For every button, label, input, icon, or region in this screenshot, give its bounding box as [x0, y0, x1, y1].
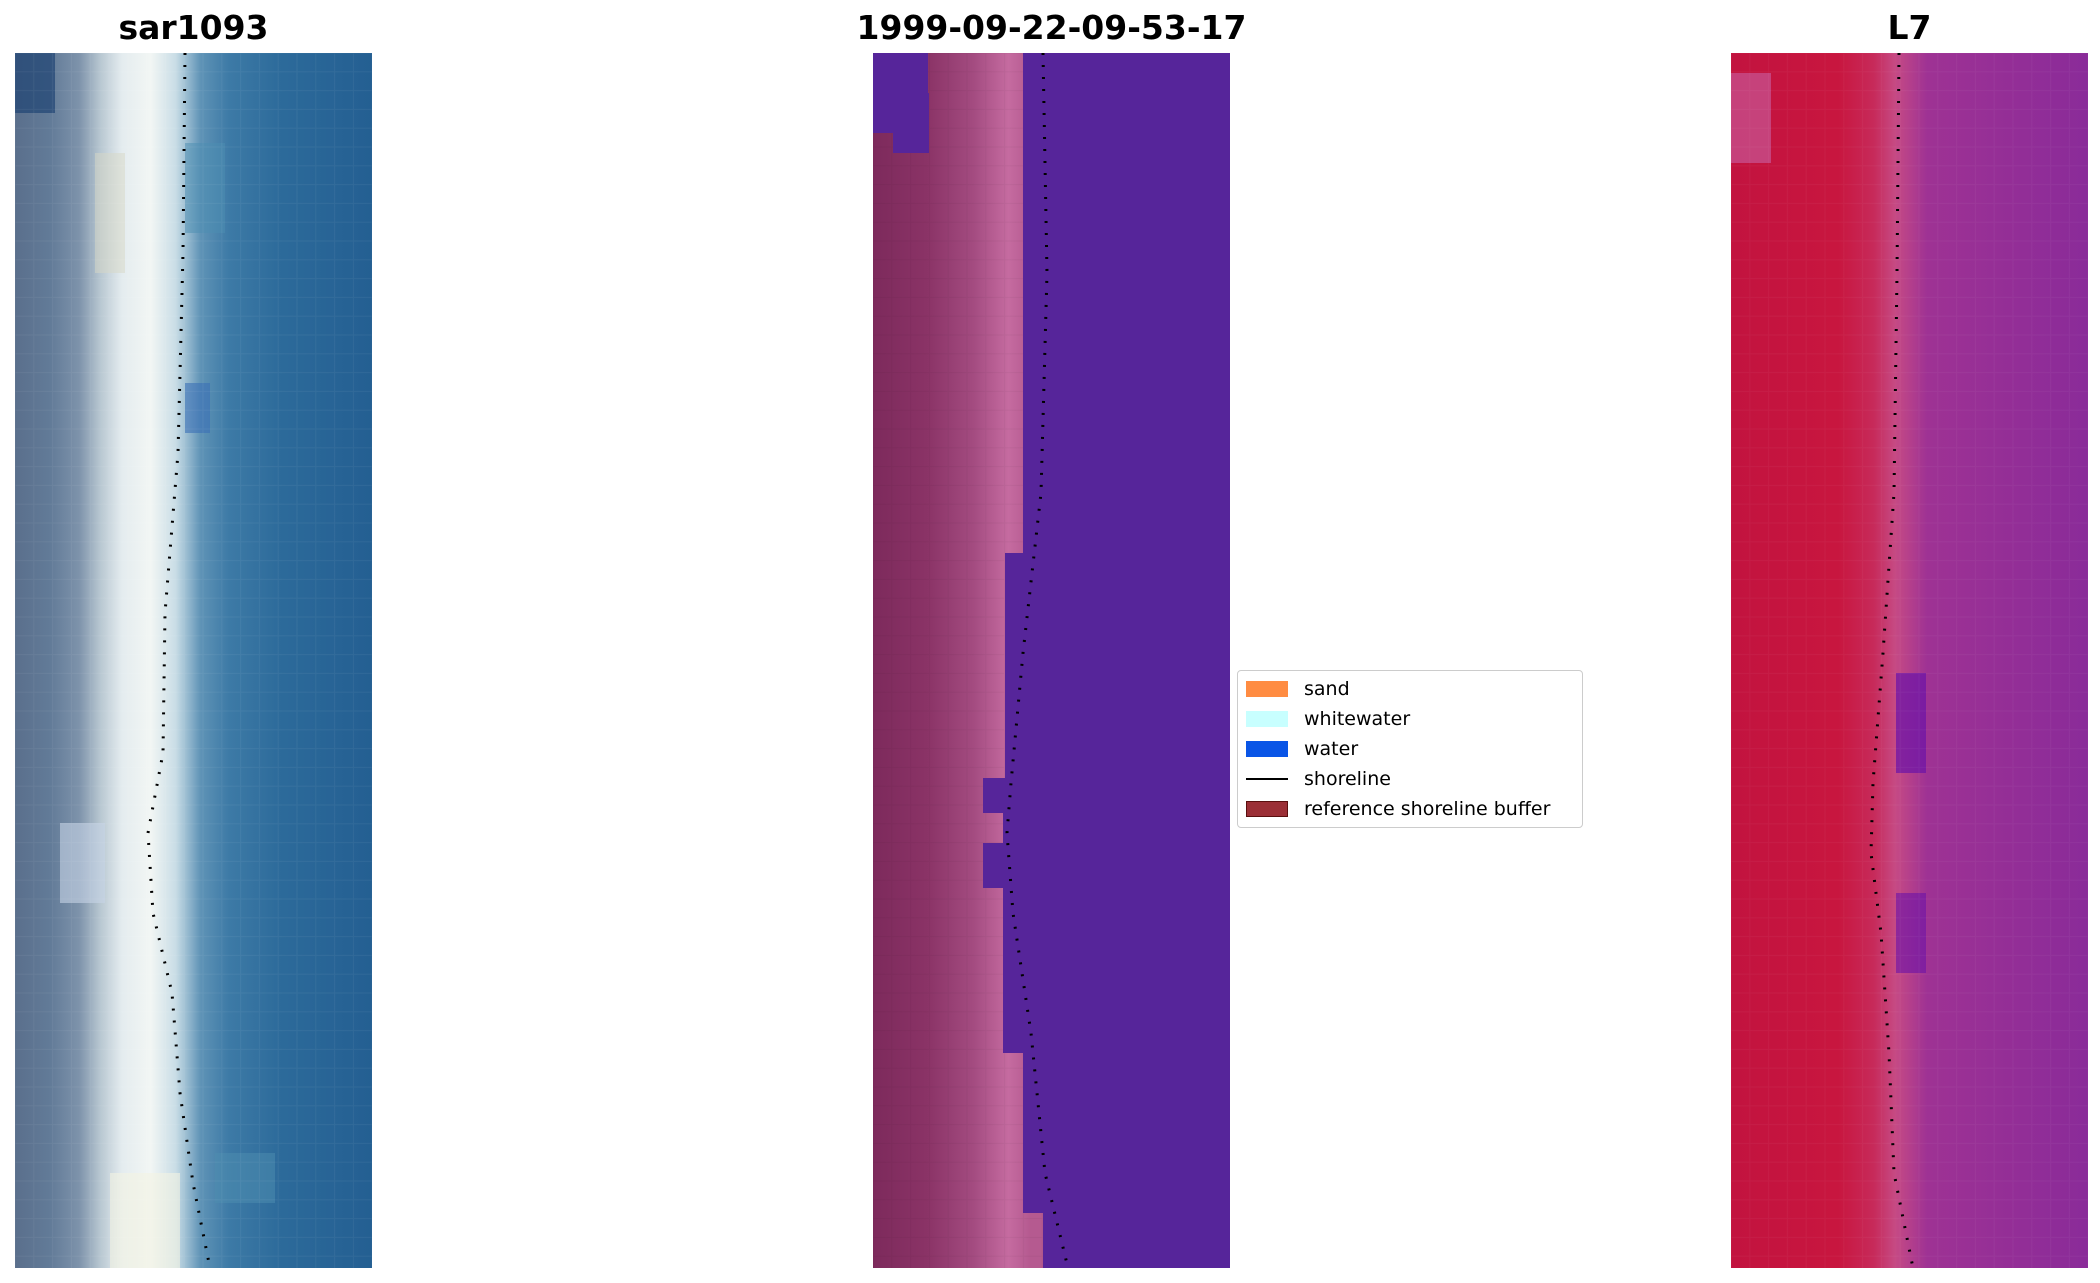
- panel-title-satellite: L7: [1887, 8, 1932, 47]
- panel-title-rgb: sar1093: [118, 8, 269, 47]
- legend-item-shoreline: shoreline: [1246, 767, 1391, 791]
- legend-item-whitewater: whitewater: [1246, 707, 1410, 731]
- classification-image: [873, 53, 1230, 1268]
- legend-item-sand: sand: [1246, 677, 1350, 701]
- water-swatch: [1246, 741, 1288, 757]
- legend-label-water: water: [1304, 738, 1359, 760]
- legend-item-water: water: [1246, 737, 1358, 761]
- classification-panel: [873, 53, 1230, 1268]
- whitewater-swatch: [1246, 711, 1288, 727]
- rgb-image-panel: [15, 53, 372, 1268]
- panel-title-date: 1999-09-22-09-53-17: [856, 8, 1247, 47]
- legend-item-reference-buffer: reference shoreline buffer: [1246, 797, 1550, 821]
- mndwi-panel: [1731, 53, 2088, 1268]
- mndwi-image: [1731, 53, 2088, 1268]
- rgb-image: [15, 53, 372, 1268]
- legend-label-shoreline: shoreline: [1304, 768, 1391, 790]
- legend-label-sand: sand: [1304, 678, 1350, 700]
- reference-buffer-swatch: [1246, 801, 1288, 817]
- sand-swatch: [1246, 681, 1288, 697]
- legend: sand whitewater water shoreline referenc…: [1237, 670, 1583, 828]
- shoreline-line-swatch: [1246, 778, 1288, 780]
- legend-label-reference-buffer: reference shoreline buffer: [1304, 798, 1551, 820]
- legend-label-whitewater: whitewater: [1304, 708, 1411, 730]
